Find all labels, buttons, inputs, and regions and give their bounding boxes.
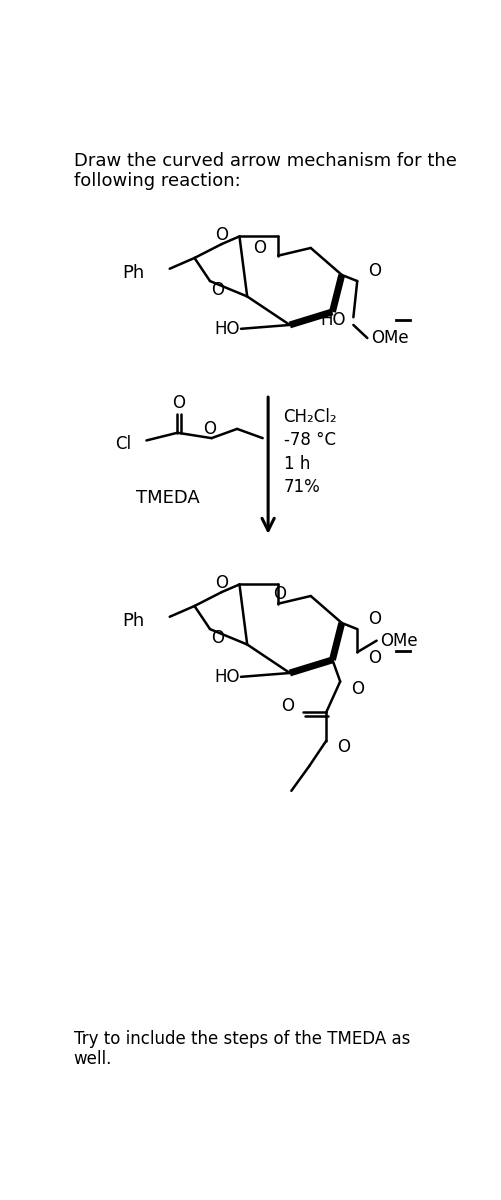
Text: HO: HO: [213, 319, 239, 337]
Text: O: O: [211, 281, 224, 299]
Text: TMEDA: TMEDA: [136, 490, 200, 508]
Text: O: O: [367, 262, 380, 280]
Text: 1 h: 1 h: [283, 455, 310, 473]
Text: CH₂Cl₂: CH₂Cl₂: [283, 408, 337, 426]
Text: O: O: [172, 394, 185, 412]
Text: O: O: [337, 738, 349, 756]
Text: HO: HO: [320, 311, 345, 329]
Text: Try to include the steps of the TMEDA as
well.: Try to include the steps of the TMEDA as…: [74, 1030, 409, 1068]
Text: Ph: Ph: [122, 612, 144, 630]
Text: O: O: [215, 226, 227, 244]
Text: O: O: [273, 586, 286, 604]
Text: O: O: [215, 574, 227, 592]
Text: -78 °C: -78 °C: [283, 432, 335, 450]
Text: OMe: OMe: [380, 631, 417, 649]
Text: Cl: Cl: [115, 436, 131, 454]
Text: O: O: [211, 629, 224, 647]
Text: O: O: [367, 649, 380, 667]
Text: Ph: Ph: [122, 264, 144, 282]
Text: 71%: 71%: [283, 478, 320, 496]
Text: HO: HO: [213, 668, 239, 686]
Text: Draw the curved arrow mechanism for the
following reaction:: Draw the curved arrow mechanism for the …: [74, 151, 455, 191]
Text: O: O: [203, 420, 216, 438]
Text: O: O: [367, 610, 380, 628]
Text: O: O: [280, 697, 293, 715]
Text: O: O: [253, 239, 266, 257]
Text: OMe: OMe: [370, 329, 408, 347]
Text: O: O: [350, 680, 363, 698]
